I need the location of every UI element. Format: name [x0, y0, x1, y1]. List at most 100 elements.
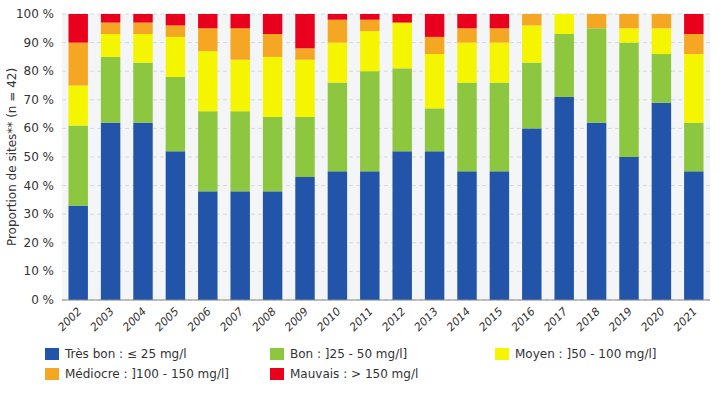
- bar-segment: [457, 171, 476, 300]
- bar-segment: [684, 123, 703, 172]
- series: [68, 28, 703, 205]
- bar-segment: [166, 14, 185, 25]
- legend-item: Mauvais : > 150 mg/l: [270, 367, 418, 381]
- bar-segment: [522, 128, 541, 300]
- bar-segment: [554, 14, 573, 15]
- y-tick-label: 80 %: [24, 64, 55, 78]
- y-tick-label: 70 %: [24, 93, 55, 107]
- bar-segment: [101, 23, 120, 34]
- grid-line: [62, 42, 710, 43]
- bar-segment: [133, 63, 152, 123]
- bar-segment: [360, 20, 379, 31]
- bar-segment: [68, 126, 87, 206]
- y-tick-label: 20 %: [24, 236, 55, 250]
- bar-segment: [68, 86, 87, 126]
- x-tick-label: 2016: [509, 305, 538, 334]
- legend-item: Bon : ]25 - 50 mg/l]: [270, 347, 407, 361]
- grid-line: [62, 14, 710, 15]
- bar-segment: [101, 123, 120, 300]
- bar-segment: [619, 14, 638, 15]
- x-tick-label: 2021: [671, 305, 700, 334]
- bar-segment: [425, 108, 444, 151]
- grid-line: [62, 71, 710, 72]
- bar-segment: [490, 171, 509, 300]
- x-tick-label: 2019: [606, 305, 635, 334]
- bar-segment: [554, 34, 573, 97]
- bar-segment: [198, 111, 217, 191]
- series: [68, 14, 703, 126]
- x-tick-label: 2005: [153, 305, 182, 334]
- bar-segment: [295, 60, 314, 117]
- legend-label: Bon : ]25 - 50 mg/l]: [290, 347, 407, 361]
- bar-segment: [392, 68, 411, 151]
- x-tick-label: 2012: [379, 305, 408, 334]
- bar-segment: [328, 20, 347, 43]
- grid-line: [62, 128, 710, 129]
- bar-segment: [587, 28, 606, 122]
- bar-segment: [263, 14, 282, 34]
- bar-segment: [619, 28, 638, 42]
- x-tick-label: 2014: [444, 305, 473, 334]
- bar-segment: [230, 28, 249, 59]
- x-tick-label: 2018: [574, 305, 603, 334]
- bar-segment: [198, 14, 217, 28]
- x-tick-label: 2011: [347, 305, 376, 334]
- bar-segment: [166, 37, 185, 77]
- legend-swatch: [45, 368, 59, 380]
- bar-segment: [652, 14, 671, 28]
- bar-segment: [522, 14, 541, 15]
- bar-segment: [230, 14, 249, 28]
- bar-segment: [684, 54, 703, 123]
- bar-segment: [425, 37, 444, 54]
- legend-swatch: [270, 348, 284, 360]
- bar-segment: [392, 151, 411, 300]
- bar-segment: [522, 25, 541, 62]
- bar-segment: [328, 14, 347, 20]
- bar-segment: [392, 14, 411, 23]
- x-axis-line: [62, 300, 710, 301]
- bar-segment: [295, 117, 314, 177]
- grid-line: [62, 214, 710, 215]
- bar-segment: [166, 151, 185, 300]
- bars: [68, 14, 703, 300]
- grid-line: [62, 157, 710, 158]
- x-tick-label: 2002: [55, 305, 84, 334]
- x-tick-label: 2007: [217, 305, 246, 334]
- chart: 0 %10 %20 %30 %40 %50 %60 %70 %80 %90 %1…: [0, 0, 725, 400]
- bar-segment: [230, 191, 249, 300]
- y-axis-label: Proportion de sites** (n = 42): [5, 68, 19, 246]
- bar-segment: [133, 34, 152, 63]
- y-tick-label: 50 %: [24, 150, 55, 164]
- bar-segment: [68, 14, 87, 43]
- x-tick-label: 2015: [477, 305, 506, 334]
- bar-segment: [328, 43, 347, 83]
- bar-segment: [360, 14, 379, 20]
- bar-segment: [587, 14, 606, 15]
- series: [68, 14, 703, 86]
- bar-segment: [587, 123, 606, 300]
- x-tick-label: 2010: [315, 305, 344, 334]
- bar-segment: [425, 151, 444, 300]
- legend-swatch: [45, 348, 59, 360]
- bar-segment: [619, 14, 638, 28]
- bar-segment: [295, 177, 314, 300]
- bar-segment: [490, 83, 509, 172]
- bar-segment: [230, 111, 249, 191]
- bar-segment: [198, 191, 217, 300]
- bar-segment: [166, 77, 185, 151]
- legend-item: Moyen : ]50 - 100 mg/l]: [495, 347, 656, 361]
- bar-segment: [263, 34, 282, 57]
- bar-segment: [490, 43, 509, 83]
- y-tick-label: 30 %: [24, 207, 55, 221]
- bar-segment: [522, 14, 541, 25]
- bar-segment: [554, 14, 573, 34]
- grid: [62, 14, 710, 300]
- y-tick-label: 90 %: [24, 36, 55, 50]
- bar-segment: [619, 157, 638, 300]
- x-tick-label: 2013: [412, 305, 441, 334]
- bar-segment: [490, 28, 509, 42]
- bar-segment: [490, 14, 509, 28]
- plot-area: [62, 14, 710, 300]
- bar-segment: [133, 123, 152, 300]
- bar-segment: [360, 171, 379, 300]
